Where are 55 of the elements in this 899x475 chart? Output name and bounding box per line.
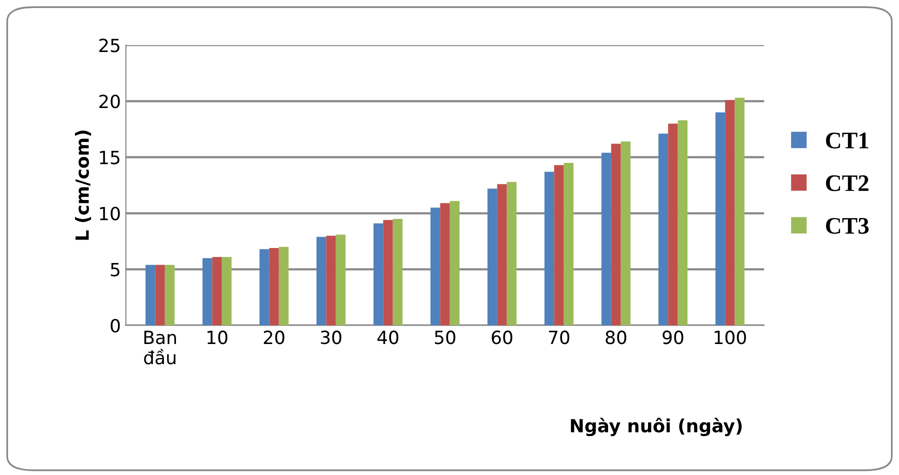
y-tick-label: 25 — [99, 38, 120, 52]
bar — [658, 134, 668, 326]
bar — [278, 246, 289, 326]
y-axis-title: L (cm/com) — [75, 130, 92, 240]
bar — [430, 208, 440, 326]
x-axis-title: Ngày nuôi (ngày) — [570, 418, 742, 436]
bar — [734, 98, 744, 326]
bar — [450, 200, 460, 326]
bar — [202, 258, 212, 326]
legend-label: CT1 — [826, 132, 868, 148]
bar — [725, 100, 735, 326]
y-tick-label: 20 — [99, 94, 120, 108]
bar — [487, 188, 498, 326]
bar — [155, 264, 165, 326]
bar — [260, 249, 270, 326]
bar — [544, 172, 554, 326]
bar — [336, 234, 346, 326]
bar — [373, 223, 384, 326]
bar — [164, 264, 175, 326]
y-tick-label: 15 — [100, 150, 120, 164]
bar — [620, 142, 631, 326]
bar — [146, 264, 156, 326]
x-tick-label: 20 — [264, 330, 284, 344]
bar — [611, 144, 621, 326]
x-tick-label: Ban đầu — [144, 330, 176, 364]
bar — [269, 248, 279, 326]
x-tick-label: 100 — [714, 330, 746, 344]
bar — [326, 236, 336, 326]
bar — [506, 182, 517, 326]
bar — [678, 120, 688, 326]
bar — [601, 152, 612, 326]
bar — [440, 203, 450, 326]
x-tick-label: 60 — [492, 330, 512, 344]
y-tick-label: 0 — [110, 318, 120, 332]
y-tick-label: 10 — [100, 206, 120, 220]
bar — [668, 124, 678, 326]
bar — [316, 236, 326, 326]
x-tick-label: 80 — [606, 330, 626, 344]
bar — [554, 165, 564, 326]
x-tick-label: 50 — [434, 330, 456, 344]
bar — [383, 220, 393, 326]
bar — [392, 218, 403, 326]
x-tick-label: 10 — [208, 330, 228, 344]
legend-label: CT2 — [826, 175, 868, 192]
bar — [715, 112, 726, 326]
x-tick-label: 90 — [662, 330, 684, 344]
bar — [212, 256, 222, 326]
x-tick-label: 70 — [548, 330, 570, 344]
y-tick-label: 5 — [110, 263, 120, 276]
bar — [497, 184, 507, 326]
x-tick-label: 40 — [377, 330, 398, 344]
x-tick-label: 30 — [320, 330, 342, 344]
bar — [564, 162, 574, 326]
legend-label: CT3 — [826, 218, 869, 234]
bar — [222, 256, 232, 326]
